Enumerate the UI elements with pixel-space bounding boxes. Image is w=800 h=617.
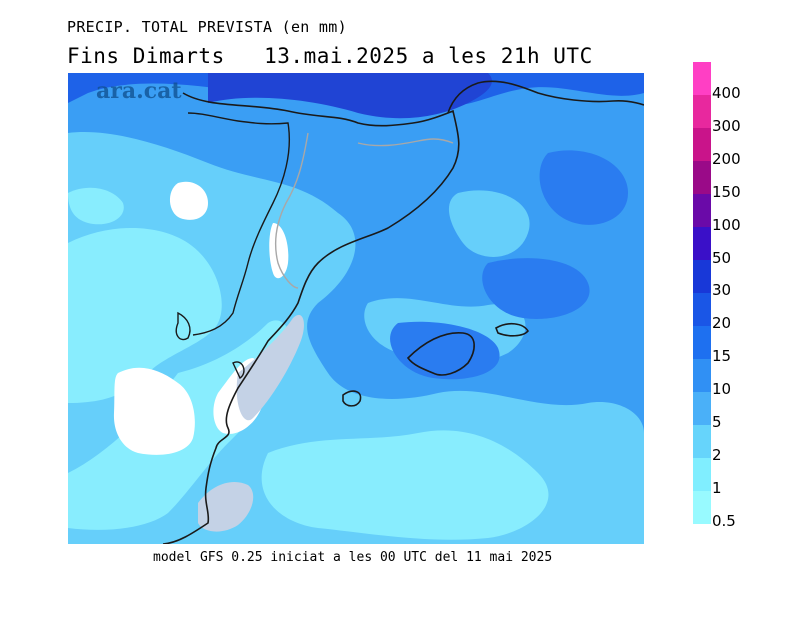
model-run-caption: model GFS 0.25 iniciat a les 00 UTC del … bbox=[153, 550, 553, 565]
legend-label: 5 bbox=[712, 413, 722, 431]
legend-label: 2 bbox=[712, 445, 722, 464]
legend-label: 400 bbox=[712, 84, 741, 102]
legend-label: 30 bbox=[712, 281, 732, 300]
legend-label: 100 bbox=[712, 215, 741, 234]
coastline-iberia bbox=[162, 92, 460, 544]
legend-swatch bbox=[693, 359, 711, 392]
rain-field-dark-mid bbox=[482, 258, 590, 319]
legend-swatch bbox=[693, 425, 711, 458]
island-mallorca bbox=[406, 332, 475, 376]
legend-swatch bbox=[693, 62, 711, 95]
rain-field-light-3 bbox=[448, 190, 530, 257]
dry-area-north bbox=[169, 181, 208, 220]
legend-swatch bbox=[693, 95, 711, 128]
map-title: PRECIP. TOTAL PREVISTA (en mm) bbox=[67, 18, 347, 36]
precipitation-map bbox=[68, 73, 644, 544]
rain-field-darker-north bbox=[208, 73, 492, 119]
precipitation-map-canvas bbox=[68, 73, 644, 544]
map-subtitle-valid-time: Fins Dimarts 13.mai.2025 a les 21h UTC bbox=[67, 44, 593, 68]
rain-field-lighter-3 bbox=[261, 430, 549, 540]
island-menorca bbox=[495, 322, 529, 337]
island-ibiza bbox=[342, 390, 362, 407]
legend-label: 1 bbox=[712, 478, 722, 497]
legend-label: 150 bbox=[712, 182, 741, 201]
coastline-interior bbox=[175, 311, 245, 380]
legend-swatch bbox=[693, 458, 711, 491]
rain-field-lighter-4 bbox=[68, 187, 124, 225]
legend-label: 50 bbox=[712, 248, 732, 267]
legend-swatch bbox=[693, 326, 711, 359]
legend-label: 15 bbox=[712, 347, 732, 366]
legend-swatch bbox=[693, 161, 711, 194]
sea-dry-patch-1 bbox=[236, 314, 304, 421]
legend-swatch bbox=[693, 491, 711, 524]
legend-label: 200 bbox=[712, 149, 741, 168]
rain-field-dark-east bbox=[539, 150, 628, 225]
rain-field-lighter bbox=[68, 228, 222, 403]
legend-label: 300 bbox=[712, 116, 741, 135]
legend-swatch bbox=[693, 392, 711, 425]
sea-dry-patch-2 bbox=[198, 482, 254, 532]
legend-swatch bbox=[693, 227, 711, 260]
legend-swatch bbox=[693, 260, 711, 293]
color-legend-bar bbox=[693, 62, 711, 524]
rain-field-dark-balearic bbox=[390, 321, 500, 380]
legend-label: 10 bbox=[712, 380, 732, 399]
dry-area-valles bbox=[269, 223, 289, 279]
dry-area-interior bbox=[113, 367, 195, 455]
regional-border bbox=[274, 132, 454, 289]
legend-label: 20 bbox=[712, 314, 732, 333]
coastline-mainland-north bbox=[447, 80, 644, 114]
legend-swatch bbox=[693, 194, 711, 227]
legend-label: 0.5 bbox=[712, 511, 736, 530]
international-border bbox=[187, 112, 291, 336]
ara-cat-logo: ara.cat bbox=[96, 78, 182, 104]
legend-swatch bbox=[693, 293, 711, 326]
legend-swatch bbox=[693, 128, 711, 161]
